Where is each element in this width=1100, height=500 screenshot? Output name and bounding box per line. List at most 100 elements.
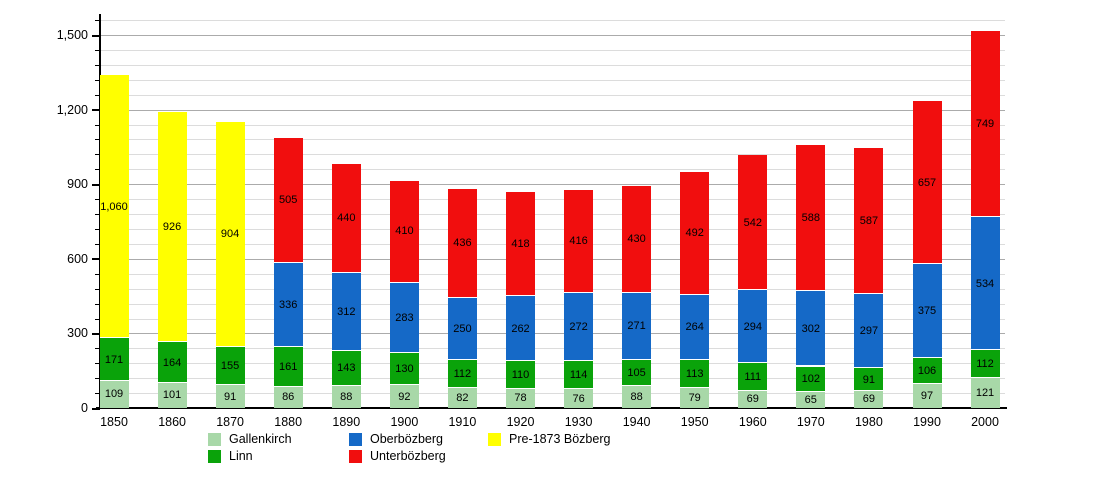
legend-label: Pre-1873 Bözberg <box>509 432 611 446</box>
y-axis-minor-tick <box>95 243 100 245</box>
y-axis-tick-label: 1,200 <box>56 102 88 117</box>
x-axis-label: 1900 <box>390 415 419 429</box>
bar-value-label: 91 <box>862 373 876 386</box>
bar-segment <box>447 359 477 388</box>
bar-segment <box>796 391 826 408</box>
major-gridline <box>100 109 1005 111</box>
bar-segment <box>912 264 942 358</box>
bar-value-label: 336 <box>279 298 298 311</box>
bar-segment <box>215 346 245 386</box>
x-axis-label: 1960 <box>738 415 767 429</box>
minor-gridline <box>100 20 1005 22</box>
bar-value-label: 271 <box>627 320 646 333</box>
bar-segment <box>506 296 535 362</box>
bar-segment <box>273 137 303 264</box>
bar-segment <box>447 387 477 408</box>
legend-swatch <box>488 433 501 446</box>
bar-value-label: 272 <box>569 320 588 333</box>
y-axis-minor-tick <box>95 64 100 66</box>
legend-swatch <box>208 433 221 446</box>
bar-value-label: 297 <box>859 325 879 338</box>
x-axis-label: 1910 <box>448 415 477 429</box>
bar-value-label: 492 <box>685 227 704 240</box>
bar-value-label: 262 <box>511 322 530 335</box>
y-axis-minor-tick <box>95 318 100 320</box>
bar-value-label: 101 <box>162 389 182 402</box>
bar-segment <box>506 388 535 408</box>
bar-segment <box>389 282 419 353</box>
bar-segment <box>99 338 129 381</box>
bar-segment <box>738 390 768 408</box>
bar-segment <box>273 386 303 408</box>
y-axis-major-tick <box>92 34 100 37</box>
y-axis-minor-tick <box>95 199 100 201</box>
bar-segment <box>215 122 245 347</box>
bar-segment <box>389 352 419 386</box>
bar-segment <box>389 180 419 283</box>
bar-segment <box>970 377 1000 408</box>
legend-swatch <box>349 450 362 463</box>
bar-value-label: 171 <box>104 353 124 366</box>
bar-value-label: 114 <box>569 368 588 381</box>
major-gridline <box>100 35 1005 36</box>
minor-gridline <box>100 378 1005 380</box>
bar-value-label: 250 <box>453 322 472 335</box>
bar-segment <box>970 31 1000 218</box>
bar-segment <box>796 366 826 392</box>
bar-segment <box>389 385 419 408</box>
legend-swatch <box>208 450 221 463</box>
x-axis-label: 1950 <box>680 415 709 429</box>
bar-segment <box>447 297 477 360</box>
bar-segment <box>506 192 535 297</box>
bar-segment <box>680 294 710 361</box>
bar-value-label: 294 <box>743 320 762 333</box>
minor-gridline <box>100 49 1005 51</box>
bar-segment <box>331 273 361 351</box>
bar-segment <box>680 360 710 389</box>
y-axis-minor-tick <box>95 363 100 365</box>
minor-gridline <box>100 318 1005 320</box>
y-axis-minor-tick <box>95 139 100 141</box>
bar-value-label: 91 <box>223 390 237 403</box>
bar-segment <box>273 263 303 347</box>
y-axis-minor-tick <box>95 124 100 126</box>
bar-segment <box>796 145 826 292</box>
minor-gridline <box>100 169 1005 171</box>
bar-value-label: 110 <box>511 368 530 381</box>
bar-segment <box>331 163 361 273</box>
bar-segment <box>970 350 1000 378</box>
bar-value-label: 69 <box>862 393 876 406</box>
bar-segment <box>738 290 768 364</box>
bar-value-label: 102 <box>801 373 820 386</box>
minor-gridline <box>100 199 1005 201</box>
bar-value-label: 587 <box>859 215 879 228</box>
bar-segment <box>680 172 710 295</box>
bar-segment <box>680 388 710 408</box>
y-axis-minor-tick <box>95 303 100 305</box>
minor-gridline <box>100 229 1005 230</box>
bar-segment <box>912 100 942 265</box>
bar-segment <box>738 155 768 291</box>
y-axis-tick-label: 300 <box>67 326 88 341</box>
y-axis-minor-tick <box>95 94 100 96</box>
bar-value-label: 130 <box>395 363 414 375</box>
bar-segment <box>622 292 652 360</box>
legend-label: Oberbözberg <box>370 432 443 446</box>
y-axis-minor-tick <box>95 79 100 81</box>
bar-segment <box>912 383 942 408</box>
x-axis-label: 1860 <box>158 415 186 429</box>
bar-segment <box>564 189 594 294</box>
bar-segment <box>796 291 826 367</box>
bar-value-label: 76 <box>572 392 585 405</box>
y-axis-tick-label: 600 <box>67 251 88 266</box>
bar-value-label: 926 <box>162 221 182 233</box>
y-axis-minor-tick <box>95 154 100 156</box>
bar-value-label: 657 <box>917 176 937 189</box>
minor-gridline <box>100 79 1005 81</box>
bar-segment <box>564 293 594 361</box>
bar-value-label: 410 <box>395 225 414 238</box>
minor-gridline <box>100 214 1005 215</box>
bar-value-label: 164 <box>162 356 182 369</box>
x-axis-label: 1920 <box>506 415 535 429</box>
